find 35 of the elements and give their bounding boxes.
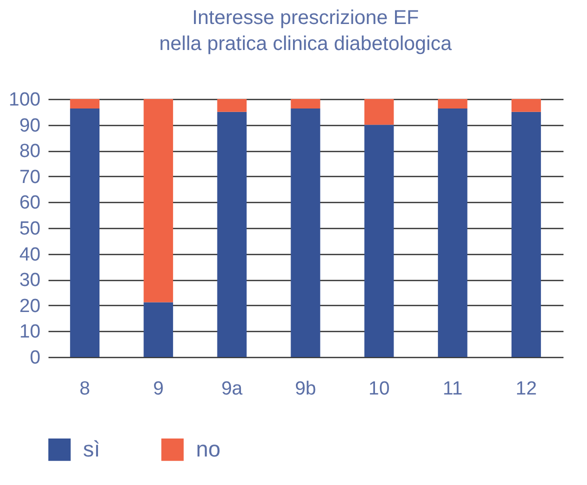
y-tick-label: 100 xyxy=(8,90,40,110)
bar xyxy=(217,99,247,112)
x-tick-label: 10 xyxy=(368,378,390,400)
y-tick-label: 10 xyxy=(19,322,40,343)
x-tick-label: 11 xyxy=(442,378,463,400)
y-tick-label: 80 xyxy=(19,141,40,162)
x-tick-label: 9a xyxy=(221,378,243,400)
y-tick-label: 60 xyxy=(19,192,40,214)
x-tick-label: 9b xyxy=(294,378,316,400)
x-tick-label: 8 xyxy=(79,378,90,400)
x-tick-label: 12 xyxy=(516,378,537,400)
chart-title: Interesse prescrizione EF nella pratica clinica diabetologica xyxy=(159,7,453,55)
bar xyxy=(70,99,100,109)
y-tick-label: 40 xyxy=(19,244,40,266)
bar xyxy=(144,99,174,302)
bar xyxy=(512,99,541,112)
bar xyxy=(290,108,320,357)
bar xyxy=(217,112,247,357)
y-tick-label: 70 xyxy=(19,166,40,188)
legend-label: no xyxy=(196,436,220,462)
bar xyxy=(290,99,320,109)
legend-label: sì xyxy=(83,436,100,462)
bar xyxy=(144,302,174,357)
y-tick-label: 20 xyxy=(19,296,40,317)
bar xyxy=(438,108,468,357)
y-tick-label: 50 xyxy=(19,218,40,240)
bar xyxy=(364,99,394,125)
x-tick-label: 9 xyxy=(153,378,164,400)
bar xyxy=(70,108,100,357)
bar xyxy=(438,99,468,109)
y-tick-label: 30 xyxy=(19,270,40,292)
bar xyxy=(512,112,541,357)
bar xyxy=(364,124,394,357)
y-tick-label: 0 xyxy=(30,348,40,368)
y-tick-label: 90 xyxy=(19,115,40,136)
